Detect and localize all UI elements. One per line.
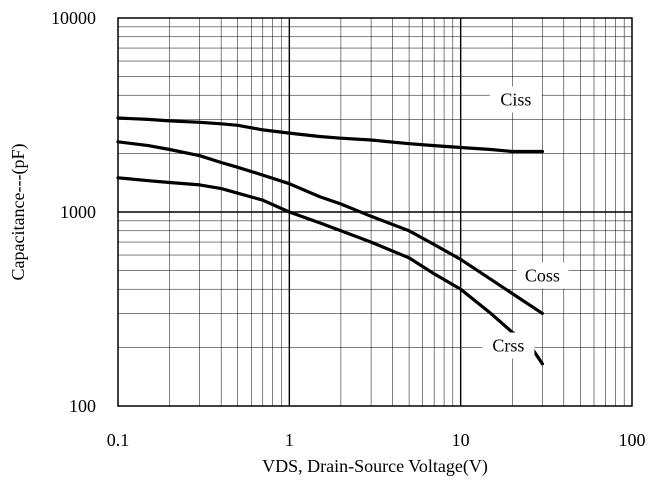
- y-tick-label: 10000: [51, 8, 96, 28]
- series-line-coss: [116, 140, 544, 315]
- x-tick-label: 0.1: [107, 430, 130, 450]
- series-label-coss: Coss: [525, 266, 560, 286]
- series-line-crss: [116, 176, 544, 366]
- x-tick-label: 1: [285, 430, 294, 450]
- series-label-background: [489, 86, 542, 113]
- x-tick-label: 100: [619, 430, 646, 450]
- y-tick-label: 1000: [60, 202, 96, 222]
- series-label-ciss: Ciss: [500, 90, 531, 110]
- series-label-background: [482, 332, 535, 359]
- y-axis-label: Capacitance---(pF): [8, 144, 29, 281]
- series-lines: [116, 116, 544, 366]
- plot-frame: [117, 17, 633, 407]
- series-label-background: [516, 262, 569, 289]
- series-line-ciss: [116, 116, 544, 154]
- series-labels: Ciss Coss Crss: [482, 86, 569, 359]
- x-tick-label: 10: [452, 430, 470, 450]
- y-tick-label: 100: [69, 396, 96, 416]
- grid: [118, 18, 632, 406]
- x-axis-label: VDS, Drain-Source Voltage(V): [262, 456, 488, 477]
- tick-labels: 0.1 1 10 100 100 1000 10000: [51, 8, 646, 450]
- series-label-crss: Crss: [492, 336, 524, 356]
